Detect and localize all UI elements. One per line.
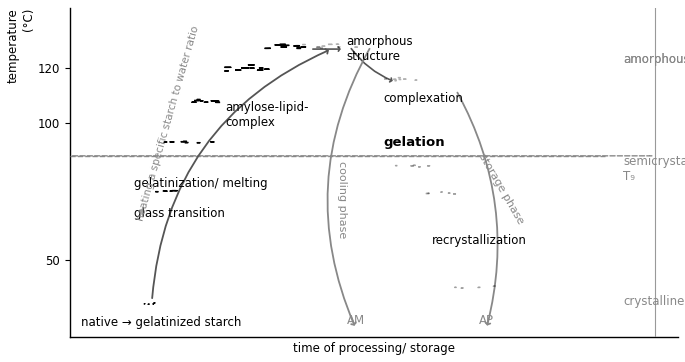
Text: storage phase: storage phase bbox=[477, 152, 526, 226]
Text: amorphous: amorphous bbox=[623, 53, 685, 66]
X-axis label: time of processing/ storage: time of processing/ storage bbox=[293, 342, 455, 355]
Text: amorphous: amorphous bbox=[623, 53, 685, 66]
Text: amylose-lipid-
complex: amylose-lipid- complex bbox=[225, 101, 308, 129]
Text: crystalline: crystalline bbox=[623, 295, 685, 308]
Text: AM: AM bbox=[347, 313, 364, 327]
Text: semicrystalline
T₉: semicrystalline T₉ bbox=[623, 155, 685, 183]
Text: native → gelatinized starch: native → gelatinized starch bbox=[81, 316, 241, 329]
Text: recrystallization: recrystallization bbox=[432, 234, 527, 247]
Text: complexation: complexation bbox=[383, 92, 463, 105]
Text: cooling phase: cooling phase bbox=[337, 161, 347, 238]
Text: heating a specific starch to water ratio: heating a specific starch to water ratio bbox=[136, 24, 201, 222]
Text: glass transition: glass transition bbox=[134, 207, 225, 220]
Text: gelatinization/ melting: gelatinization/ melting bbox=[134, 177, 267, 190]
Y-axis label: temperature
(°C): temperature (°C) bbox=[7, 8, 35, 83]
Text: amorphous
structure: amorphous structure bbox=[347, 35, 413, 63]
Text: gelation: gelation bbox=[383, 136, 445, 149]
Text: AP: AP bbox=[479, 313, 494, 327]
